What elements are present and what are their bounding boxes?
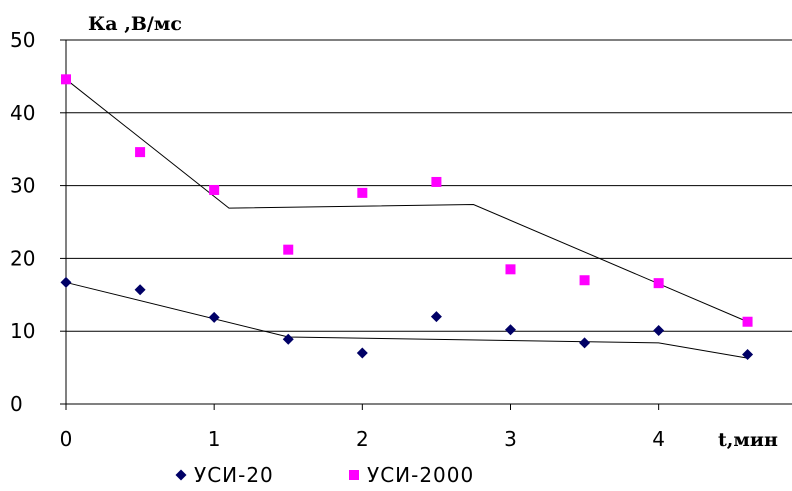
data-point-series-1: [430, 311, 442, 323]
data-point-series-2: [283, 244, 294, 255]
legend-label-series-1: УСИ-20: [194, 463, 274, 487]
y-tick-label: 20: [10, 246, 35, 270]
axes: [60, 39, 792, 410]
data-point-series-1: [60, 276, 72, 288]
y-tick-label: 50: [10, 28, 35, 52]
tick-labels: 0 10 20 30 40 50 0 1 2 3 4: [10, 28, 665, 451]
y-tick-label: 0: [10, 392, 23, 416]
data-point-series-2: [209, 184, 220, 195]
data-point-series-2: [505, 264, 516, 275]
data-point-series-2: [653, 278, 664, 289]
data-point-series-1: [282, 333, 294, 345]
data-point-series-2: [135, 147, 146, 158]
legend-marker-series-2: [349, 470, 359, 480]
data-point-series-2: [579, 275, 590, 286]
y-tick-label: 30: [10, 174, 35, 198]
trend-lines: [65, 78, 748, 359]
data-point-series-1: [356, 347, 368, 359]
x-tick-label: 2: [356, 427, 369, 451]
x-tick-label: 4: [652, 427, 665, 451]
data-point-series-1: [208, 311, 220, 323]
trend-line-series-2: [65, 78, 748, 323]
legend-label-series-2: УСИ-2000: [367, 463, 474, 487]
y-tick-label: 10: [10, 319, 35, 343]
x-tick-label: 0: [60, 427, 73, 451]
data-point-series-2: [742, 316, 753, 327]
data-point-series-1: [579, 337, 591, 349]
y-axis-label: Ка ,В/мс: [88, 13, 182, 35]
trend-line-series-1: [65, 281, 748, 359]
data-point-series-1: [134, 284, 146, 296]
legend: УСИ-20 УСИ-2000: [175, 463, 474, 487]
y-tick-label: 40: [10, 101, 35, 125]
legend-marker-series-1: [175, 469, 187, 481]
x-tick-label: 1: [208, 427, 221, 451]
data-point-series-1: [742, 348, 754, 360]
x-axis-label: t,мин: [718, 429, 778, 451]
data-point-series-2: [431, 176, 442, 187]
gridlines: [66, 39, 792, 332]
data-point-series-2: [61, 74, 71, 85]
x-tick-label: 3: [504, 427, 517, 451]
data-point-series-1: [504, 324, 516, 336]
data-point-series-1: [653, 324, 665, 336]
data-points: [60, 74, 754, 360]
data-point-series-2: [357, 187, 368, 198]
